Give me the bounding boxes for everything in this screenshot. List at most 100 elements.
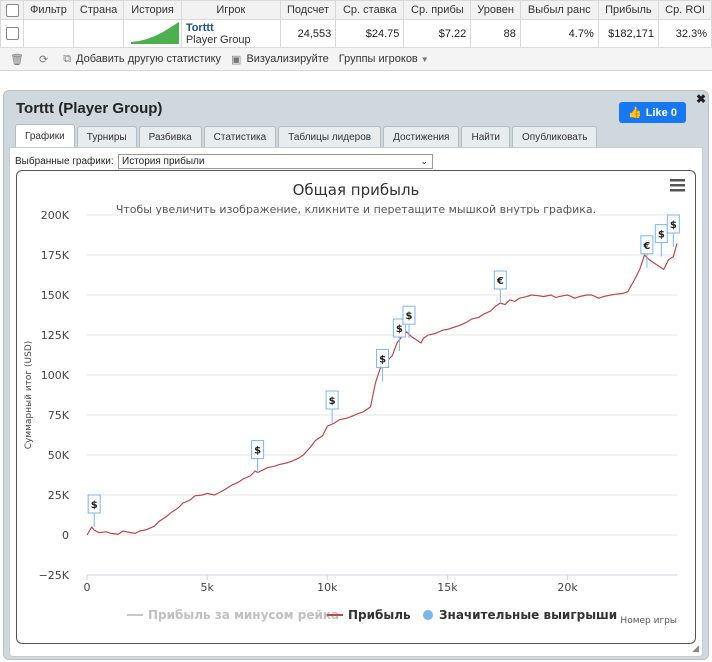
history-cell[interactable] (123, 19, 182, 48)
player-groups-dropdown[interactable]: Группы игроков ▼ (339, 53, 429, 65)
like-label: Like 0 (645, 106, 677, 119)
big-win-label: € (642, 241, 650, 252)
panel-tabs: Графики Турниры Разбивка Статистика Табл… (15, 124, 599, 147)
big-win-flag (392, 318, 406, 338)
legend-rake-label: Прибыль за минусом рейка (148, 608, 339, 622)
visualize-label: Визуализируйте (246, 53, 329, 65)
x-axis-label: Номер игры (620, 616, 677, 626)
player-group-label: Player Group (185, 33, 251, 46)
trash-button[interactable]: 🗑 (10, 53, 29, 66)
tab-charts[interactable]: Графики (15, 124, 75, 147)
big-win-flag (325, 390, 339, 410)
y-tick-label: 150K (41, 289, 70, 302)
trash-icon: 🗑 (10, 53, 24, 66)
big-win-label: $ (406, 311, 413, 322)
row-checkbox-cell[interactable] (0, 19, 24, 48)
big-win-label: $ (396, 324, 403, 335)
select-all-cell[interactable] (0, 0, 24, 20)
big-win-flag (666, 214, 680, 234)
big-win-label: $ (91, 500, 98, 511)
selected-charts-label: Выбранные графики: (15, 156, 114, 167)
copy-icon: ⧉ (63, 52, 72, 65)
country-cell (72, 19, 125, 48)
tab-publish[interactable]: Опубликовать (512, 126, 598, 147)
avg-stake-cell: $24.75 (335, 19, 405, 48)
col-count[interactable]: Подсчет (279, 0, 337, 20)
big-win-flag (493, 270, 507, 290)
col-history[interactable]: История (123, 0, 182, 20)
col-level[interactable]: Уровен (470, 0, 521, 20)
table-header-row: Фильтр Страна История Игрок Подсчет Ср. … (0, 0, 712, 20)
col-country[interactable]: Страна (72, 0, 125, 20)
chart-select-value: История прибыли (122, 156, 205, 167)
image-icon: ▣ (231, 53, 242, 66)
add-stat-button[interactable]: ⧉ Добавить другую статистику (63, 53, 221, 66)
chart-container[interactable]: Общая прибыль Чтобы увеличить изображение… (16, 170, 696, 644)
tab-find[interactable]: Найти (461, 126, 511, 147)
refresh-button[interactable]: ⟳ (39, 53, 53, 66)
player-panel: Torttt (Player Group) ✖ 👍 Like 0 Графики… (3, 90, 709, 660)
y-tick-label: 25K (48, 489, 70, 502)
select-all-checkbox[interactable] (5, 3, 19, 17)
add-stat-label: Добавить другую статистику (76, 53, 222, 65)
resize-handle-icon[interactable]: ◢ (692, 643, 699, 653)
thumbs-up-icon: 👍 (628, 107, 642, 119)
close-icon[interactable]: ✖ (695, 92, 706, 106)
facebook-like-button[interactable]: 👍 Like 0 (619, 102, 686, 123)
chart-subtitle: Чтобы увеличить изображение, кликните и … (116, 203, 596, 216)
avg-roi-cell: 32.3% (658, 19, 712, 48)
big-win-flag (640, 235, 654, 255)
y-tick-label: 100K (41, 369, 70, 382)
y-tick-label: 0 (62, 529, 69, 542)
col-avg-profit[interactable]: Ср. прибы (403, 0, 472, 20)
big-win-flag (402, 305, 416, 325)
y-tick-label: 200K (41, 209, 70, 222)
y-tick-label: 50K (48, 449, 70, 462)
panel-body: Выбранные графики: История прибыли ⌄ Общ… (9, 147, 703, 657)
col-avg-roi[interactable]: Ср. ROI (658, 0, 712, 20)
x-tick-label: 0 (84, 581, 91, 594)
tab-statistics[interactable]: Статистика (203, 126, 277, 147)
big-win-label: € (496, 276, 504, 287)
player-cell[interactable]: Torttt Player Group (180, 19, 281, 48)
big-win-flag (251, 440, 265, 460)
history-sparkline (130, 22, 179, 44)
col-filter[interactable]: Фильтр (23, 0, 74, 20)
player-groups-label: Группы игроков (338, 53, 418, 65)
big-win-flag (654, 224, 668, 244)
y-tick-label: 125K (41, 329, 70, 342)
big-win-label: $ (329, 396, 336, 407)
profit-series-line (86, 243, 678, 536)
tab-leaderboards[interactable]: Таблицы лидеров (278, 126, 382, 147)
big-win-label: $ (670, 220, 677, 231)
profit-chart[interactable]: Общая прибыль Чтобы увеличить изображение… (17, 171, 695, 643)
col-player[interactable]: Игрок (180, 0, 281, 20)
col-profit[interactable]: Прибыль (597, 0, 660, 20)
player-name-link[interactable]: Torttt (185, 21, 214, 34)
chart-select[interactable]: История прибыли ⌄ (118, 154, 433, 169)
tab-breakdown[interactable]: Разбивка (138, 126, 202, 147)
refresh-icon: ⟳ (38, 53, 49, 66)
stats-table: Фильтр Страна История Игрок Подсчет Ср. … (0, 0, 712, 48)
chevron-down-icon: ▼ (420, 54, 429, 64)
filter-cell (23, 19, 74, 48)
x-tick-label: 5k (200, 581, 214, 594)
tab-tournaments[interactable]: Турниры (76, 126, 137, 147)
chart-title: Общая прибыль (293, 181, 420, 199)
avg-profit-cell: $7.22 (403, 19, 472, 48)
x-tick-label: 10k (317, 581, 338, 594)
menu-icon[interactable] (670, 179, 685, 192)
chevron-down-icon: ⌄ (420, 156, 428, 166)
col-avg-stake[interactable]: Ср. ставка (335, 0, 405, 20)
table-row[interactable]: Torttt Player Group 24,553 $24.75 $7.22 … (0, 19, 712, 48)
col-early-out[interactable]: Выбыл ранс (519, 0, 599, 20)
big-win-flag (376, 348, 390, 368)
y-tick-label: −25K (39, 569, 70, 582)
level-cell: 88 (470, 19, 521, 48)
early-out-cell: 4.7% (519, 19, 599, 48)
x-tick-label: 15k (437, 581, 458, 594)
row-checkbox[interactable] (5, 27, 19, 40)
tab-achievements[interactable]: Достижения (383, 126, 460, 147)
y-axis-label: Суммарный итог (USD) (24, 341, 34, 450)
visualize-button[interactable]: ▣ Визуализируйте (231, 53, 329, 66)
